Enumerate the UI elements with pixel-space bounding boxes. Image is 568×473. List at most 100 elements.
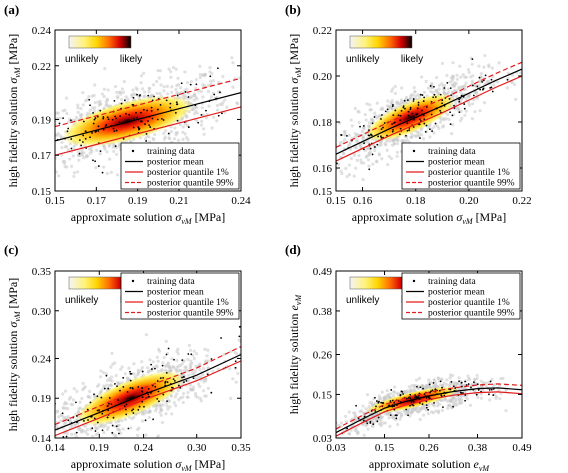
- cloud-point: [354, 133, 359, 138]
- cloud-point: [347, 410, 351, 414]
- training-point: [448, 98, 451, 100]
- training-point: [129, 370, 131, 373]
- training-point: [392, 104, 394, 106]
- cloud-point: [512, 82, 516, 87]
- cloud-point: [102, 145, 107, 149]
- training-point: [418, 123, 421, 126]
- training-point: [402, 106, 405, 109]
- training-point: [68, 441, 70, 443]
- cloud-point: [460, 116, 464, 120]
- cloud-point: [380, 390, 384, 394]
- training-point: [138, 128, 140, 131]
- training-point: [181, 376, 183, 379]
- legend-box: [120, 272, 240, 320]
- training-point: [458, 98, 461, 101]
- cloud-point: [118, 431, 123, 435]
- cloud-point: [206, 89, 211, 94]
- training-point: [130, 372, 133, 375]
- training-point: [150, 392, 152, 394]
- training-point: [147, 387, 150, 390]
- cloud-point: [311, 450, 314, 453]
- training-point: [111, 431, 114, 434]
- cloud-point: [427, 126, 431, 130]
- cloud-point: [221, 75, 225, 79]
- cloud-point: [446, 90, 451, 94]
- cloud-point: [187, 343, 191, 347]
- cloud-point: [157, 76, 161, 80]
- cloud-point: [420, 133, 424, 137]
- training-point: [183, 381, 185, 384]
- cloud-point: [464, 109, 468, 113]
- training-point: [141, 400, 144, 403]
- training-point: [52, 180, 54, 182]
- cloud-point: [120, 448, 123, 451]
- cloud-point: [64, 144, 69, 149]
- training-point: [406, 122, 409, 125]
- legend-marker-training: [412, 149, 416, 153]
- training-point: [481, 80, 484, 83]
- x-tick-label: 0.17: [87, 195, 107, 207]
- cloud-point: [393, 84, 397, 89]
- cloud-point: [116, 380, 120, 385]
- training-point: [139, 94, 141, 96]
- training-point: [475, 393, 478, 396]
- training-point: [238, 335, 241, 338]
- training-point: [37, 144, 39, 146]
- cloud-point: [311, 452, 314, 455]
- cloud-point: [347, 172, 352, 177]
- cloud-point: [331, 424, 334, 427]
- cloud-point: [7, 463, 10, 466]
- cloud-point: [229, 349, 233, 354]
- training-point: [372, 423, 375, 426]
- training-point: [463, 107, 466, 110]
- cloud-point: [336, 133, 338, 137]
- cloud-point: [66, 447, 69, 450]
- cloud-point: [396, 422, 400, 427]
- training-point: [368, 168, 371, 171]
- legend-entry: posterior quantile 1%: [428, 298, 510, 308]
- cloud-point: [102, 94, 106, 99]
- cloud-point: [407, 411, 411, 415]
- training-point: [158, 400, 160, 403]
- training-point: [129, 379, 132, 382]
- cloud-point: [383, 142, 387, 146]
- cloud-point: [151, 360, 155, 364]
- cloud-point: [51, 154, 54, 157]
- cloud-point: [32, 138, 35, 141]
- cloud-point: [424, 79, 428, 83]
- cloud-point: [126, 97, 130, 101]
- cloud-point: [361, 136, 365, 140]
- cloud-point: [166, 92, 170, 96]
- cloud-point: [75, 389, 79, 393]
- training-point: [118, 432, 120, 435]
- cloud-point: [208, 66, 212, 70]
- cloud-point: [459, 119, 463, 123]
- cloud-point: [447, 117, 451, 121]
- cloud-point: [467, 376, 471, 381]
- training-point: [446, 81, 449, 84]
- cloud-point: [189, 95, 194, 99]
- training-point: [478, 76, 481, 79]
- training-point: [114, 145, 117, 148]
- training-point: [137, 127, 140, 130]
- cloud-point: [172, 65, 176, 70]
- cloud-point: [473, 377, 477, 382]
- training-point: [392, 114, 395, 117]
- training-point: [101, 412, 104, 415]
- training-point: [394, 109, 397, 112]
- cloud-point: [370, 118, 374, 122]
- training-point: [366, 422, 369, 425]
- training-point: [132, 126, 135, 129]
- cloud-point: [389, 392, 393, 396]
- cloud-point: [52, 433, 55, 436]
- training-point: [382, 402, 385, 404]
- training-point: [419, 386, 422, 389]
- cloud-point: [104, 372, 109, 376]
- x-axis-label: approximate solution σvM [MPa]: [352, 210, 506, 226]
- cloud-point: [467, 100, 471, 104]
- cloud-point: [421, 384, 425, 388]
- cloud-point: [105, 427, 110, 432]
- training-point: [403, 99, 406, 102]
- cloud-point: [62, 161, 67, 166]
- training-point: [376, 143, 379, 146]
